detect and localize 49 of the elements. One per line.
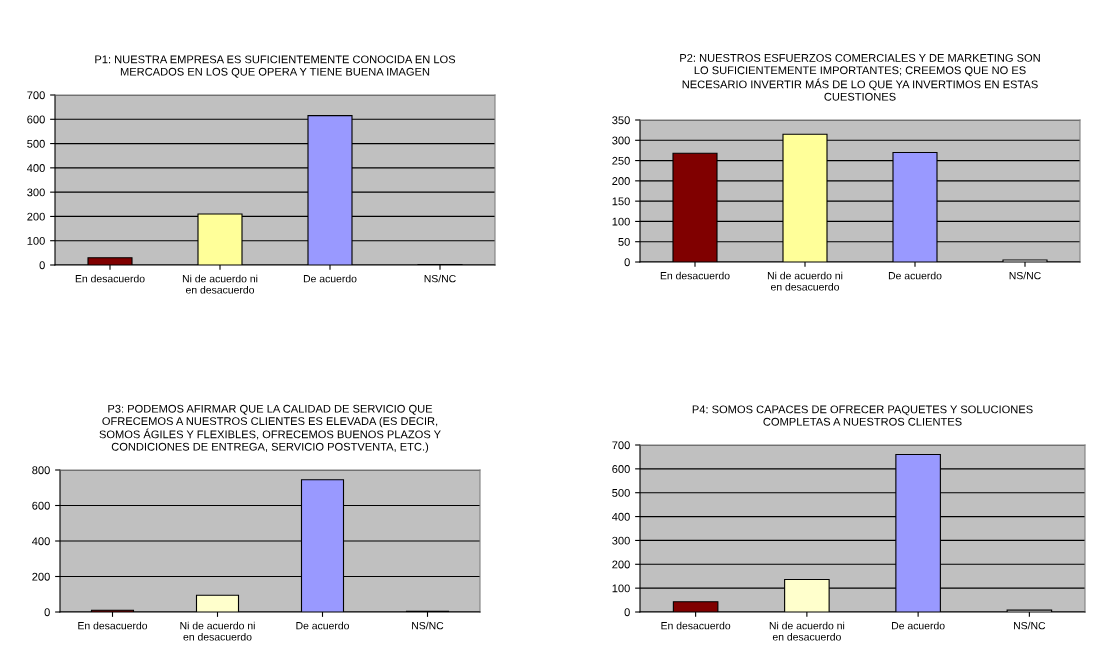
- y-tick-label: 0: [39, 261, 45, 270]
- y-tick-label: 250: [612, 156, 630, 165]
- y-tick-label: 200: [32, 572, 50, 581]
- chart-title: P1: NUESTRA EMPRESA ES SUFICIENTEMENTE CONOCIDA EN LOS MERCADOS EN LOS QUE OPERA Y TIENE BUENA IMAGEN: [95, 55, 456, 78]
- x-tick-label: De acuerdo: [296, 621, 349, 630]
- x-tick-label: En desacuerdo: [661, 621, 731, 630]
- y-tick-label: 0: [624, 608, 630, 617]
- y-tick-label: 0: [624, 258, 630, 267]
- y-tick-label: 600: [612, 465, 630, 473]
- x-tick-label: Ni de acuerdo ni en desacuerdo: [182, 274, 258, 294]
- y-tick-label: 800: [32, 466, 50, 475]
- x-tick-label: NS/NC: [412, 621, 444, 630]
- y-tick-label: 600: [27, 115, 45, 124]
- chart-title: P2: NUESTROS ESFUERZOS COMERCIALES Y DE MARKETING SON LO SUFICIENTEMENTE IMPORTANTES; CREEMOS QUE NO ES NECESARIO INVERTIR MÁS DE LO QUE YA INVERTIMOS EN ESTAS CUESTIONES: [680, 53, 1040, 101]
- y-tick-label: 150: [612, 197, 630, 206]
- x-tick-label: En desacuerdo: [78, 621, 148, 630]
- x-tick-label: En desacuerdo: [75, 274, 145, 283]
- y-tick-label: 400: [612, 512, 630, 521]
- x-tick-label: NS/NC: [1014, 621, 1046, 630]
- x-tick-label: Ni de acuerdo ni en desacuerdo: [767, 271, 843, 291]
- y-tick-label: 300: [27, 188, 45, 197]
- y-tick-label: 300: [612, 536, 630, 545]
- y-tick-label: 0: [44, 608, 50, 617]
- y-tick-label: 350: [612, 116, 630, 125]
- y-tick-label: 600: [32, 501, 50, 510]
- y-tick-label: 200: [612, 560, 630, 569]
- x-tick-label: Ni de acuerdo ni en desacuerdo: [180, 621, 255, 641]
- x-tick-label: NS/NC: [424, 274, 456, 283]
- x-tick-label: Ni de acuerdo ni en desacuerdo: [769, 621, 845, 641]
- chart-title: P4: SOMOS CAPACES DE OFRECER PAQUETES Y SOLUCIONES COMPLETAS A NUESTROS CLIENTES: [692, 405, 1033, 426]
- y-tick-label: 50: [618, 237, 630, 246]
- y-tick-label: 100: [612, 217, 630, 226]
- x-tick-label: De acuerdo: [892, 621, 945, 630]
- y-tick-label: 200: [612, 177, 630, 185]
- y-tick-label: 400: [27, 164, 45, 172]
- x-tick-label: De acuerdo: [888, 271, 942, 280]
- y-tick-label: 100: [612, 584, 630, 593]
- x-tick-label: De acuerdo: [303, 274, 357, 283]
- y-tick-label: 700: [27, 91, 45, 100]
- y-tick-label: 500: [612, 488, 630, 497]
- y-tick-label: 200: [27, 212, 45, 221]
- x-tick-label: En desacuerdo: [660, 271, 730, 280]
- y-tick-label: 100: [27, 236, 45, 245]
- chart-title: P3: PODEMOS AFIRMAR QUE LA CALIDAD DE SERVICIO QUE OFRECEMOS A NUESTROS CLIENTES ES ELEVADA (ES DECIR, SOMOS ÁGILES Y FLEXIBLES, OFRECEMOS BUENOS PLAZOS Y CONDICIONES DE ENTREGA, SERVICIO POSTVENTA, ETC.): [99, 404, 441, 453]
- x-tick-label: NS/NC: [1009, 271, 1041, 280]
- y-tick-label: 400: [32, 537, 50, 546]
- y-tick-label: 500: [27, 139, 45, 148]
- y-tick-label: 700: [612, 441, 630, 450]
- y-tick-label: 300: [612, 136, 630, 145]
